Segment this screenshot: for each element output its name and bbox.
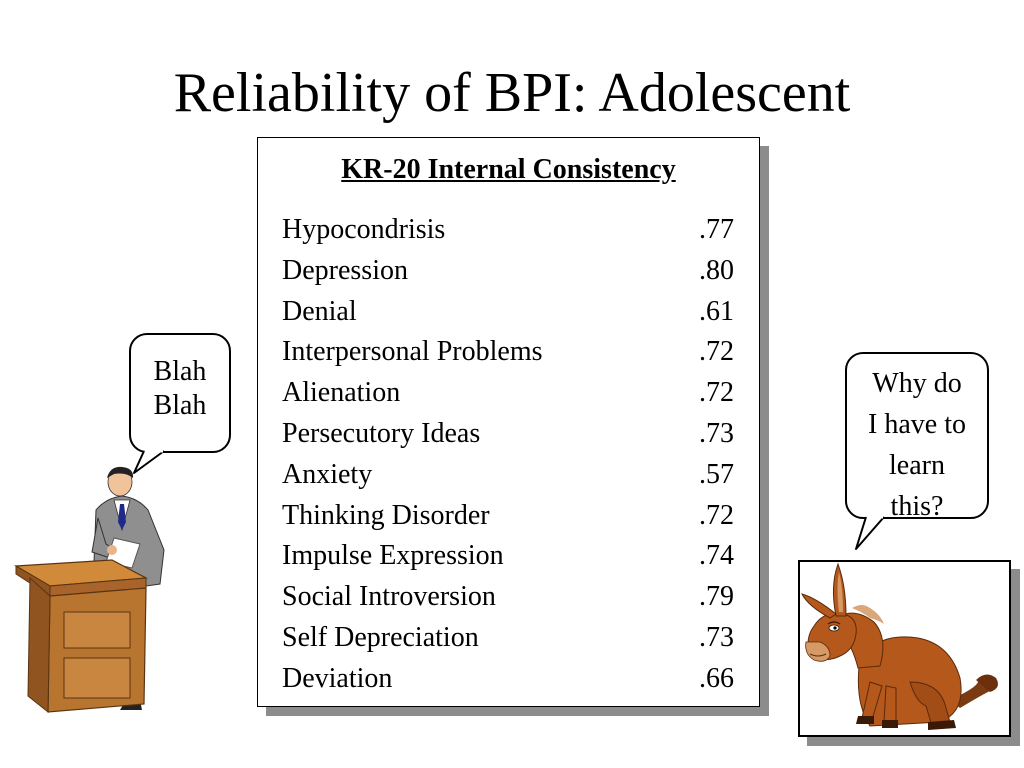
scale-value: .77 — [699, 214, 734, 245]
table-row: Alienation .72 — [282, 373, 734, 414]
scale-name: Thinking Disorder — [282, 499, 490, 531]
scale-value: .80 — [699, 254, 734, 286]
scale-list: Hypocondrisis .77 Depression .80 Denial .61… — [282, 210, 734, 700]
table-row: Persecutory Ideas .73 — [282, 414, 734, 455]
table-row: Denial .61 — [282, 292, 734, 333]
bubble-text-line: I have to — [868, 409, 966, 440]
table-row: Interpersonal Problems .72 — [282, 332, 734, 373]
scale-name: Persecutory Ideas — [282, 417, 481, 449]
man-at-podium-illustration — [14, 466, 165, 714]
donkey-speech-bubble: Why do I have to learn this? — [845, 352, 989, 522]
scale-name: Deviation — [282, 662, 393, 694]
table-row: Hypocondrisis .77 — [282, 210, 734, 251]
scale-value: .79 — [699, 581, 734, 613]
table-row: Self Depreciation .73 — [282, 618, 734, 659]
scale-name: Depression — [282, 254, 408, 286]
scale-value: .73 — [699, 417, 734, 449]
bubble-text-line: Why do — [872, 368, 962, 399]
reliability-table: KR-20 Internal Consistency Hypocondrisis… — [257, 137, 760, 707]
scale-value: .61 — [699, 295, 734, 327]
scale-value: .74 — [699, 540, 734, 572]
table-row: Thinking Disorder .72 — [282, 496, 734, 537]
table-row: Impulse Expression .74 — [282, 536, 734, 577]
scale-name: Self Depreciation — [282, 621, 479, 653]
table-row: Social Introversion .79 — [282, 577, 734, 618]
slide-title: Reliability of BPI: Adolescent — [173, 62, 851, 124]
scale-value: .72 — [699, 499, 734, 531]
table-heading: KR-20 Internal Consistency — [341, 154, 676, 185]
donkey-frame — [798, 560, 1011, 737]
scale-value: .57 — [699, 458, 734, 490]
scale-name: Impulse Expression — [282, 540, 504, 572]
scale-name: Interpersonal Problems — [282, 336, 543, 368]
scale-name: Alienation — [282, 377, 401, 409]
scale-name: Hypocondrisis — [282, 214, 446, 245]
scale-value: .72 — [699, 377, 734, 409]
scale-value: .73 — [699, 621, 734, 653]
scale-value: .72 — [699, 336, 734, 368]
table-row: Deviation .66 — [282, 659, 734, 700]
bubble-text-line: learn — [889, 450, 945, 481]
table-row: Depression .80 — [282, 251, 734, 292]
bubble-text-line: Blah — [153, 356, 207, 387]
bubble-text-line: this? — [890, 491, 944, 522]
scale-name: Social Introversion — [282, 581, 496, 613]
sitting-donkey-illustration — [801, 562, 998, 730]
scale-value: .66 — [699, 662, 734, 694]
scale-name: Denial — [282, 295, 357, 327]
speaker-speech-bubble: Blah Blah — [129, 333, 231, 453]
bubble-text-line: Blah — [153, 390, 207, 421]
donkey-bubble-tail — [855, 515, 885, 550]
speaker-bubble-tail — [133, 449, 165, 474]
table-row: Anxiety .57 — [282, 455, 734, 496]
scale-name: Anxiety — [282, 458, 373, 490]
